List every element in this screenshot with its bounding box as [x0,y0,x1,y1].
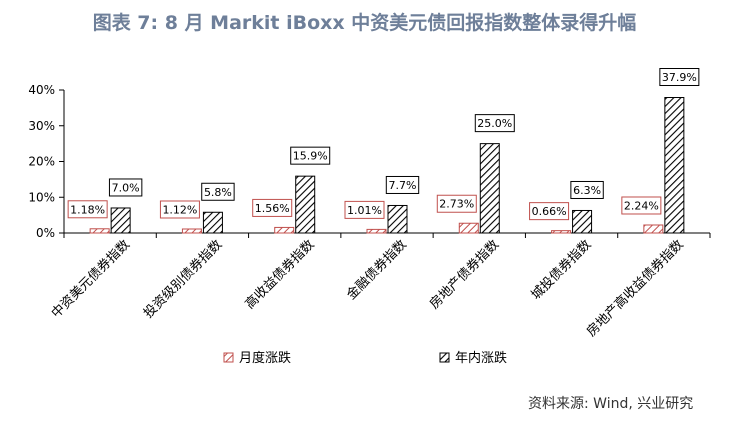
data-label-box [570,180,604,199]
y-tick-label: 0% [36,226,55,240]
data-label: 7.7% [389,179,417,192]
legend-label: 月度涨跌 [239,350,291,366]
bar-ytd [387,204,408,234]
bar-monthly [274,226,295,234]
data-label-box [385,175,420,194]
data-label-box [621,196,662,215]
data-label: 2.73% [439,198,474,211]
data-labels: 1.18% 7.0% 1.12% 5.8% 1.56% 15.9% 1.01% 7.7% 2.7… [67,68,700,221]
chart-title: 图表 7: 8 月 Markit iBoxx 中资美元债回报指数整体录得升幅 [92,12,637,34]
legend-swatch [439,352,450,363]
data-label-box [529,202,570,221]
data-label: 7.0% [112,181,140,194]
bar-monthly [643,224,664,234]
x-category-label: 金融债券指数 [343,237,409,303]
y-tick-label: 30% [28,119,55,133]
y-tick-label: 10% [28,190,55,204]
data-label: 2.24% [624,199,659,212]
bars [89,97,685,234]
data-label: 25.0% [477,117,512,130]
data-label: 1.01% [347,204,382,217]
data-label-box [436,194,477,213]
bar-ytd [572,209,593,234]
data-label-box [474,114,515,133]
data-label-box [252,198,293,217]
data-label-box [67,200,108,219]
data-label: 15.9% [293,150,328,163]
data-label: 1.56% [255,202,290,215]
bar-ytd [664,97,685,234]
bar-ytd [202,211,223,234]
x-category-label: 高收益债券指数 [242,237,318,313]
source-note: 资料来源: Wind, 兴业研究 [528,396,694,412]
bar-monthly [551,230,572,234]
y-tick-label: 20% [28,155,55,169]
legend-swatch [223,352,234,363]
data-label: 1.12% [162,203,197,216]
bar-ytd [479,143,500,234]
data-label: 5.8% [204,186,232,199]
x-category-label: 中资美元债券指数 [48,237,133,322]
data-label-box [201,182,235,201]
bar-ytd [295,175,316,234]
data-label-box [159,200,200,219]
legend-label: 年内涨跌 [455,350,507,366]
bar-monthly [181,228,202,234]
bar-ytd [110,207,131,234]
data-label: 0.66% [532,205,567,218]
data-label: 1.18% [70,203,105,216]
data-label-box [108,178,143,197]
x-category-label: 投资级别债券指数 [140,237,225,322]
y-tick-label: 40% [28,83,55,97]
data-label-box [290,146,331,165]
x-category-label: 房地产高收益债券指数 [583,237,686,340]
bar-monthly [89,228,110,234]
data-label: 37.9% [662,71,697,84]
legend: 月度涨跌 年内涨跌 [223,350,507,366]
x-category-label: 城投债券指数 [528,237,594,303]
bar-monthly [458,222,479,234]
data-label-box [344,200,385,219]
x-category-label: 房地产债券指数 [426,237,502,313]
data-label-box [659,68,700,87]
bar-monthly [366,228,387,234]
data-label: 6.3% [573,184,601,197]
